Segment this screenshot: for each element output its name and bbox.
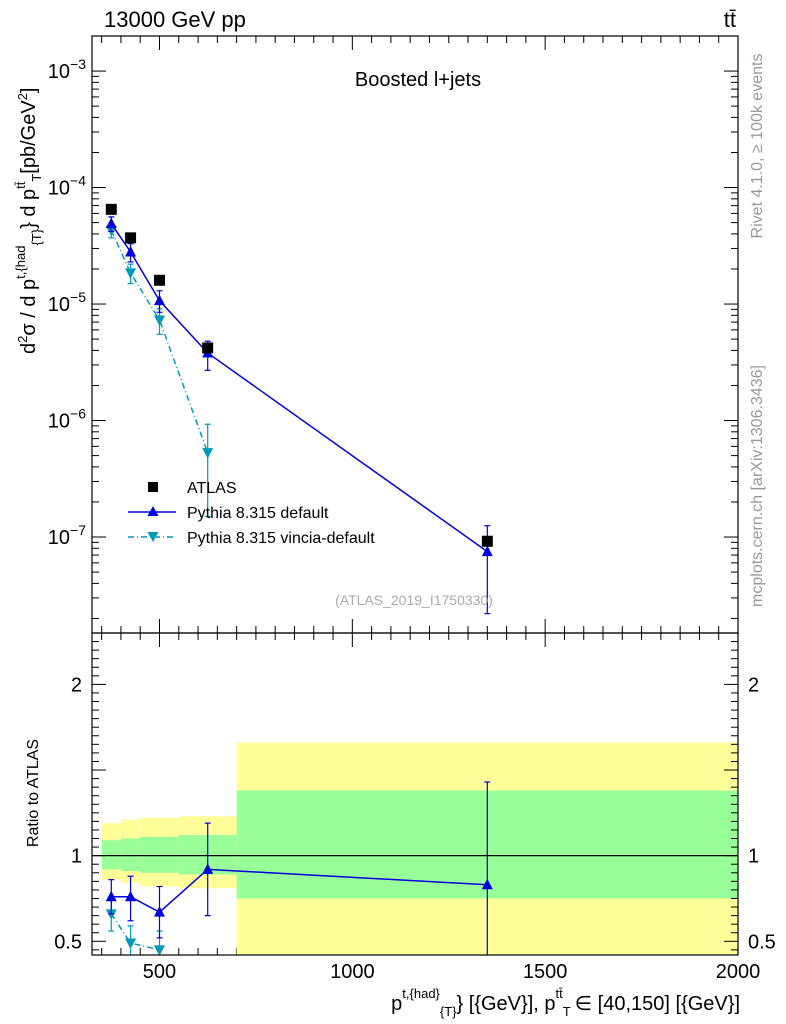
ratio-point-pythia-8-315-default [125,890,137,902]
mcplots-label: mcplots.cern.ch [arXiv:1306.3436] [749,365,766,607]
ratio-point-pythia-8-315-default [105,890,117,902]
y-tick-label: 1 [71,846,82,868]
main-plot-area [105,203,493,615]
legend-label-pythia-default: Pythia 8.315 default [187,505,329,522]
ylabel-sub-T: T [29,174,44,182]
ratio-point-pythia-8-315-vincia-default [153,945,165,955]
legend-label-pythia-vincia: Pythia 8.315 vincia-default [187,530,375,547]
x-tick-label: 500 [143,961,176,983]
main-point-pythia-8-315-vincia-default [125,268,137,279]
y-tick-label-right: 1 [748,846,759,868]
ylabel-part-dp: } d p [18,189,40,229]
ylabel-part-d: d [18,343,40,354]
ylabel-sub-t: {T} [29,228,44,245]
main-line-pythia-8-315-vincia-default [110,229,209,453]
energy-label: 13000 GeV pp [104,7,246,32]
main-point-pythia-8-315-default [153,294,165,306]
main-point-pythia-8-315-vincia-default [153,315,165,326]
uncertainty-band-green [120,838,141,872]
main-axes: 10−7 10−6 10−5 10−4 10−3 [48,35,739,955]
main-y-axis-label: d2σ / d pt,{had{T}} d ptt̄T[pb/GeV2] [13,88,44,355]
y-tick-label: 10−7 [48,522,86,549]
main-point-atlas [105,203,117,215]
legend-item-pythia-default: Pythia 8.315 default [128,505,329,522]
main-line-pythia-8-315-default [110,223,488,553]
ylabel-sup-t-had: t,{had [13,246,28,279]
ylabel-part-sigma: σ / d p [18,279,40,336]
x-tick-label: 1500 [523,961,568,983]
y-tick-label: 10−4 [48,173,86,200]
legend-item-pythia-vincia: Pythia 8.315 vincia-default [128,530,375,547]
ylabel-part-unit: [pb/GeV [18,100,40,174]
y-tick-label: 0.5 [54,931,82,953]
ylabel-sup-2: 2 [15,336,30,343]
y-tick-label: 10−3 [48,56,86,83]
ylabel-sup-ttbar: tt̄ [13,181,28,189]
main-point-pythia-8-315-vincia-default [202,448,214,459]
main-point-atlas [125,232,137,244]
main-point-atlas [481,535,493,547]
main-point-pythia-8-315-default [105,217,117,229]
analysis-id: (ATLAS_2019_I1750330) [335,592,493,608]
ratio-plot-area [92,742,738,955]
ylabel-part-close: ] [18,88,40,94]
xlabel-sub-t: {T} [440,1004,457,1019]
ratio-point-pythia-8-315-vincia-default [125,938,137,950]
y-tick-label: 10−5 [48,289,86,316]
legend-label-atlas: ATLAS [187,480,237,497]
y-tick-label-right: 2 [748,674,759,696]
main-panel: 10−7 10−6 10−5 10−4 10−3 Boosted l+jets (ATL… [13,35,739,955]
ylabel-sup-unit-2: 2 [15,93,30,100]
uncertainty-band-green [101,840,121,870]
x-tick-label: 2000 [716,961,761,983]
x-tick-label: 1000 [330,961,375,983]
legend-marker-pythia-default [147,506,159,516]
xlabel-sub-T: T [563,1004,571,1019]
ratio-panel: 500 1000 1500 2000 0.5 0.5 1 1 2 2 Ratio to ATLAS [25,632,776,983]
xlabel-part-unit: } [{GeV}], p [457,993,556,1015]
y-tick-label-right: 0.5 [748,931,776,953]
rivet-version-label: Rivet 4.1.0, ≥ 100k events [749,54,766,239]
process-label: tt̄ [724,7,736,32]
xlabel-part-p: p [391,993,402,1015]
ratio-point-pythia-8-315-vincia-default [105,909,117,920]
legend-item-atlas: ATLAS [148,480,237,497]
main-point-pythia-8-315-default [125,245,137,257]
plot-title: Boosted l+jets [355,69,481,91]
xlabel-sup-ttbar: tt̄ [556,986,564,1001]
ratio-point-pythia-8-315-default [153,906,165,917]
xlabel-part-range: ∈ [40,150] [{GeV}] [575,993,740,1015]
legend-marker-pythia-vincia [147,532,159,542]
ratio-axes: 500 1000 1500 2000 0.5 0.5 1 1 2 2 [54,641,776,983]
main-point-atlas [202,342,214,354]
ratio-point-pythia-8-315-default [202,863,214,874]
ratio-y-axis-label: Ratio to ATLAS [25,739,42,847]
legend: ATLAS Pythia 8.315 default Pythia 8.315 … [128,480,375,547]
main-point-atlas [153,274,165,286]
main-point-pythia-8-315-default [481,545,493,557]
ratio-frame [91,632,739,956]
y-tick-label: 10−6 [48,406,86,433]
ratio-line-pythia-8-315-vincia-default [110,913,160,951]
uncertainty-band-green [140,836,179,873]
legend-marker-atlas [148,482,158,492]
y-tick-label: 2 [71,674,82,696]
x-axis-label: pt,{had}{T}} [{GeV}], ptt̄ T ∈ [40,150] [{… [391,986,740,1019]
ratio-point-pythia-8-315-default [481,878,493,890]
xlabel-sup-t-had: t,{had} [402,986,440,1001]
